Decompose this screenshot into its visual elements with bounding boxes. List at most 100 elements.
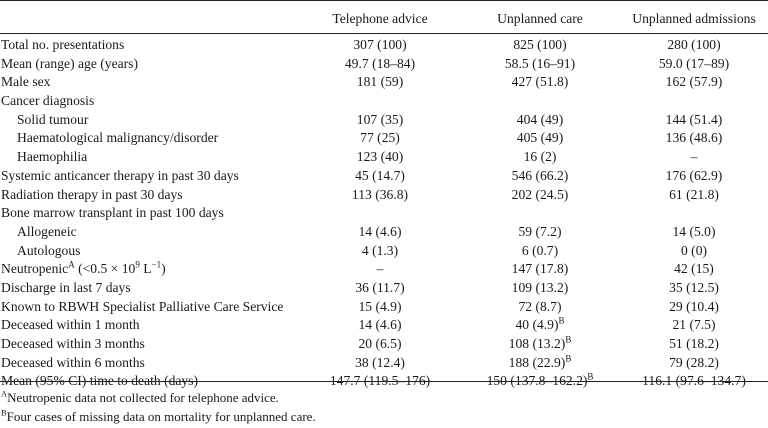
table-row: Allogeneic 14 (4.6) 59 (7.2) 14 (5.0)	[0, 223, 768, 242]
cell-c3: 59.0 (17–89)	[620, 55, 768, 74]
table-row: Male sex 181 (59) 427 (51.8) 162 (57.9)	[0, 73, 768, 92]
footnote-marker: B	[587, 371, 594, 382]
cell-value: 147.7 (119.5–176)	[329, 373, 431, 389]
row-label-text: Neutropenic	[1, 261, 69, 277]
cell-value: 79 (28.2)	[669, 354, 719, 370]
footnote-b: BFour cases of missing data on mortality…	[1, 408, 316, 425]
cell-c2: 72 (8.7)	[460, 298, 620, 317]
cell-value: 51 (18.2)	[669, 336, 719, 351]
row-label-text: Known to RBWH Specialist Palliative Care…	[1, 298, 284, 314]
cell-value: 147 (17.8)	[511, 261, 569, 277]
cell-c3: 51 (18.2)	[620, 335, 768, 354]
row-label-text: Allogeneic	[17, 223, 77, 239]
row-label-text: Autologous	[17, 242, 81, 258]
table-row: Haemophilia 123 (40) 16 (2) –	[0, 148, 768, 167]
cell-c3: 280 (100)	[620, 36, 768, 55]
cell-value: 108 (13.2)	[508, 336, 566, 351]
row-label-unit: )	[161, 261, 166, 277]
cell-c1: 113 (36.8)	[300, 186, 460, 205]
row-label-text: Systemic anticancer therapy in past 30 d…	[1, 167, 239, 183]
cell-c3: 144 (51.4)	[620, 111, 768, 130]
cell-value: 21 (7.5)	[672, 317, 716, 333]
row-label-text: Deceased within 1 month	[1, 317, 140, 333]
cell-value: 181 (59)	[356, 74, 404, 90]
table-row: Deceased within 3 months 20 (6.5) 108 (13.…	[0, 335, 768, 354]
row-label-unit: (<0.5 × 10	[78, 261, 136, 277]
cell-value: 42 (15)	[674, 261, 714, 277]
cell-value: 113 (36.8)	[351, 186, 409, 202]
cell-value: 16 (2)	[523, 149, 557, 165]
row-label: Allogeneic	[17, 223, 77, 242]
table-row: Discharge in last 7 days 36 (11.7) 109 (13…	[0, 279, 768, 298]
cell-value: 15 (4.9)	[358, 298, 402, 314]
row-label: Mean (range) age (years)	[1, 55, 138, 74]
table-row: Deceased within 1 month 14 (4.6) 40 (4.9)B…	[0, 316, 768, 335]
row-label: Systemic anticancer therapy in past 30 d…	[1, 167, 239, 186]
cell-value: 307 (100)	[353, 37, 407, 52]
cell-c2: 40 (4.9)B	[460, 316, 620, 335]
cell-value: 825 (100)	[513, 37, 567, 52]
table-row: Haematological malignancy/disorder 77 (25…	[0, 129, 768, 148]
header-rule	[0, 33, 768, 34]
cell-c1: 77 (25)	[300, 129, 460, 148]
row-label-text: Mean (95% CI) time to death (days)	[1, 373, 199, 389]
row-label-text: Total no. presentations	[1, 37, 125, 52]
cell-c3: 42 (15)	[620, 260, 768, 279]
table-row: Mean (95% CI) time to death (days) 147.7 …	[0, 372, 768, 391]
cell-value: 116.1 (97.6–134.7)	[642, 373, 746, 389]
cell-c1: 36 (11.7)	[300, 279, 460, 298]
cell-c3: 14 (5.0)	[620, 223, 768, 242]
cell-value: 61 (21.8)	[669, 186, 719, 202]
row-label: Haematological malignancy/disorder	[17, 129, 218, 148]
cell-c2: 6 (0.7)	[460, 242, 620, 261]
cell-value: 59 (7.2)	[518, 223, 562, 239]
table-row: Cancer diagnosis	[0, 92, 768, 111]
row-label: Solid tumour	[17, 111, 88, 130]
table-body: Total no. presentations 307 (100) 825 (100…	[0, 36, 768, 391]
cell-value: 59.0 (17–89)	[658, 55, 730, 71]
unit-exponent: 9	[135, 259, 140, 270]
row-label: Deceased within 6 months	[1, 354, 145, 373]
cell-c2: 202 (24.5)	[460, 186, 620, 205]
column-header-unplanned-admissions: Unplanned admissions	[632, 11, 756, 26]
table-row: Systemic anticancer therapy in past 30 d…	[0, 167, 768, 186]
cell-c3: 176 (62.9)	[620, 167, 768, 186]
cell-value: 546 (66.2)	[511, 167, 569, 183]
cell-c3: 136 (48.6)	[620, 129, 768, 148]
cell-c2: 404 (49)	[460, 111, 620, 130]
cell-c1: 15 (4.9)	[300, 298, 460, 317]
cell-c2: 58.5 (16–91)	[460, 55, 620, 74]
cell-c2: 147 (17.8)	[460, 260, 620, 279]
cell-value: –	[690, 149, 698, 165]
row-label-text: Discharge in last 7 days	[1, 279, 131, 295]
row-label-text: Radiation therapy in past 30 days	[1, 186, 183, 202]
row-label: Male sex	[1, 73, 50, 92]
footnote-a-text: Neutropenic data not collected for telep…	[7, 390, 279, 405]
cell-c1: 38 (12.4)	[300, 354, 460, 373]
unit-exponent: −1	[151, 259, 162, 270]
table-row: Total no. presentations 307 (100) 825 (100…	[0, 36, 768, 55]
cell-value: –	[376, 261, 384, 277]
row-label: Bone marrow transplant in past 100 days	[1, 204, 224, 223]
cell-c2: 427 (51.8)	[460, 73, 620, 92]
row-label-text: Bone marrow transplant in past 100 days	[1, 205, 224, 221]
cell-c2: 108 (13.2)B	[460, 335, 620, 354]
cell-value: 162 (57.9)	[665, 74, 723, 90]
table-row: Radiation therapy in past 30 days 113 (36…	[0, 186, 768, 205]
cell-value: 38 (12.4)	[355, 354, 405, 370]
cell-value: 176 (62.9)	[665, 167, 723, 183]
cell-c1: 20 (6.5)	[300, 335, 460, 354]
cell-c2: 825 (100)	[460, 36, 620, 55]
row-label-text: Deceased within 6 months	[1, 354, 145, 370]
cell-value: 14 (4.6)	[358, 317, 402, 333]
table-row: Bone marrow transplant in past 100 days	[0, 204, 768, 223]
row-label: NeutropenicA (<0.5 × 109 L−1)	[1, 260, 166, 279]
row-label: Total no. presentations	[1, 36, 124, 55]
cell-c2: 405 (49)	[460, 129, 620, 148]
cell-c1: –	[300, 260, 460, 279]
table-top-rule	[0, 0, 768, 1]
cell-value: 109 (13.2)	[511, 279, 569, 295]
cell-c1: 107 (35)	[300, 111, 460, 130]
footnote-marker: B	[565, 334, 572, 345]
cell-c1: 4 (1.3)	[300, 242, 460, 261]
